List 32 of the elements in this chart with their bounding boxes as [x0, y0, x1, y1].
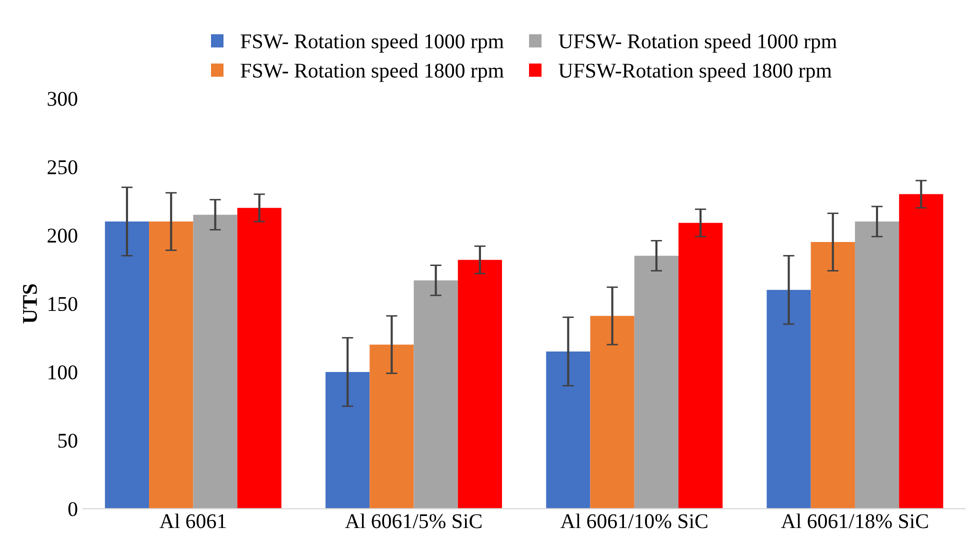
y-tick-label: 250: [48, 160, 78, 174]
x-tick-label: Al 6061/18% SiC: [781, 514, 928, 528]
bar: [104, 222, 150, 509]
legend-label: UFSW- Rotation speed 1000 rpm: [558, 34, 837, 53]
x-tick-label: Al 6061/5% SiC: [345, 514, 482, 528]
bar: [590, 316, 634, 509]
y-tick-label: 300: [48, 92, 78, 106]
bar: [326, 372, 370, 509]
bar: [370, 344, 414, 509]
legend-label: FSW- Rotation speed 1800 rpm: [240, 63, 504, 82]
legend-label: FSW- Rotation speed 1000 rpm: [240, 34, 504, 53]
bar: [810, 242, 855, 509]
y-tick-label: 50: [58, 434, 78, 448]
y-tick-label: 150: [48, 296, 78, 312]
bar: [149, 222, 194, 509]
y-tick-label: 0: [68, 502, 78, 516]
bar: [634, 256, 678, 509]
bar: [414, 280, 458, 509]
legend-label: UFSW-Rotation speed 1800 rpm: [558, 63, 832, 82]
bar: [458, 260, 502, 509]
bar: [546, 351, 590, 509]
y-axis-title: UTS: [22, 284, 37, 324]
x-tick-label: Al 6061/10% SiC: [560, 514, 708, 528]
bar: [193, 214, 238, 509]
y-tick-label: 200: [48, 228, 78, 243]
bar: [766, 290, 811, 509]
bar: [854, 222, 900, 509]
bar: [237, 208, 282, 509]
bar: [899, 194, 944, 509]
bar: [678, 222, 723, 509]
x-tick-label: Al 6061: [160, 514, 226, 528]
y-tick-label: 100: [48, 365, 78, 380]
